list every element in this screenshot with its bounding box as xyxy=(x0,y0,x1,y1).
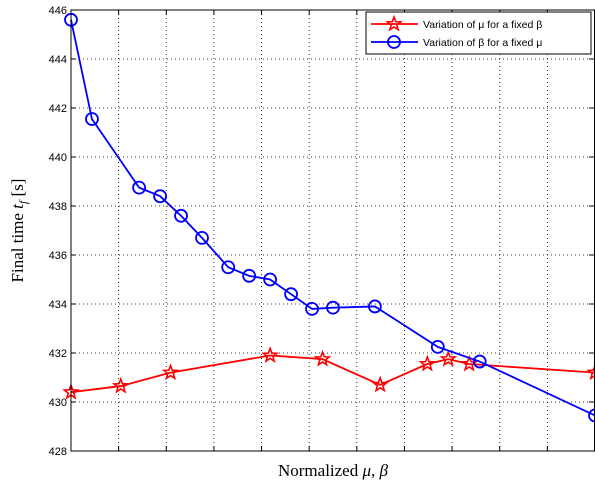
series-1 xyxy=(62,346,595,400)
circle-marker xyxy=(368,299,382,314)
legend: Variation of μ for a fixed β Variation of… xyxy=(365,11,592,55)
series-layer xyxy=(62,12,595,423)
circle-marker xyxy=(132,180,147,195)
legend-entry: Variation of β for a fixed μ xyxy=(371,35,542,49)
y-axis-label: Final time tf [s] xyxy=(8,179,30,283)
circle-marker xyxy=(242,268,257,283)
y-tick-label: 434 xyxy=(49,299,67,311)
circle-marker xyxy=(263,272,278,287)
legend-entry: Variation of μ for a fixed β xyxy=(371,14,542,32)
y-tick-label: 430 xyxy=(49,397,67,409)
star-marker xyxy=(111,376,130,394)
star-marker xyxy=(586,363,595,381)
y-tick-label: 440 xyxy=(49,152,67,164)
star-marker xyxy=(385,14,403,32)
circle-marker xyxy=(85,112,99,126)
star-marker xyxy=(371,375,389,393)
star-marker xyxy=(418,354,437,372)
x-axis-label: Normalized μ, β xyxy=(278,461,389,480)
plot-frame xyxy=(70,9,595,452)
y-tick-label: 444 xyxy=(49,54,67,66)
circle-marker xyxy=(305,301,319,316)
legend-label: Variation of β for a fixed μ xyxy=(423,37,542,49)
series-2 xyxy=(64,12,595,423)
circle-marker xyxy=(588,408,595,423)
legend-label: Variation of μ for a fixed β xyxy=(423,19,542,31)
grid xyxy=(71,10,595,451)
circle-marker xyxy=(195,230,209,245)
y-tick-label: 442 xyxy=(49,103,67,115)
star-marker xyxy=(261,346,279,363)
legend-box xyxy=(365,11,592,55)
series-line xyxy=(70,19,595,417)
y-tick-label: 436 xyxy=(49,250,67,262)
circle-marker xyxy=(174,208,188,223)
circle-marker xyxy=(326,300,340,315)
y-tick-labels: 428 430 432 434 436 438 440 442 444 446 xyxy=(49,5,67,458)
star-marker xyxy=(439,349,458,367)
circle-marker xyxy=(430,339,445,354)
circle-marker xyxy=(472,354,487,369)
y-tick-label: 428 xyxy=(49,446,67,458)
circle-marker xyxy=(387,35,401,49)
ticks xyxy=(71,9,594,452)
y-tick-label: 446 xyxy=(49,5,67,17)
circle-marker xyxy=(221,260,236,275)
y-tick-label: 438 xyxy=(49,201,67,213)
circle-marker xyxy=(153,189,167,204)
circle-marker xyxy=(284,287,298,302)
star-marker xyxy=(161,363,180,381)
star-marker xyxy=(313,349,332,367)
y-tick-label: 432 xyxy=(49,348,67,360)
series-line xyxy=(70,354,595,394)
